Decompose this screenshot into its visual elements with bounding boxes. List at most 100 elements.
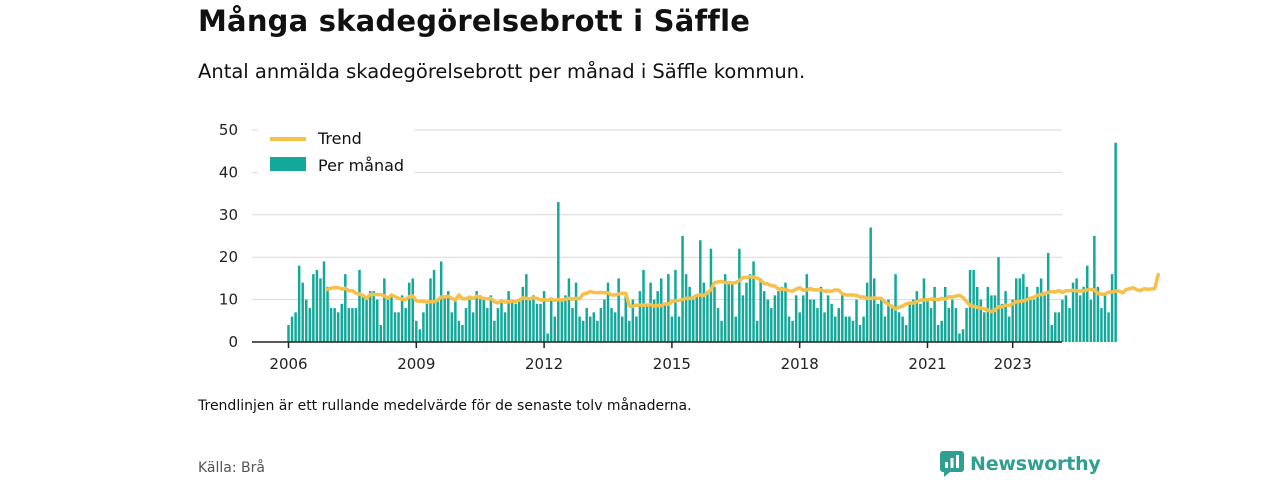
bar xyxy=(858,325,862,342)
bar xyxy=(915,291,919,342)
bar xyxy=(993,295,997,342)
bar xyxy=(951,299,954,342)
bar xyxy=(450,312,454,342)
bar xyxy=(975,286,979,342)
bar xyxy=(933,286,936,342)
bar xyxy=(912,299,915,342)
bar xyxy=(688,286,691,342)
bar xyxy=(546,333,549,342)
bar xyxy=(663,303,667,342)
bar xyxy=(457,320,461,342)
bar xyxy=(670,316,674,342)
bar xyxy=(525,274,528,342)
bar xyxy=(1110,274,1114,342)
bar xyxy=(606,282,610,342)
bar xyxy=(372,291,375,342)
bar xyxy=(613,312,617,342)
bar xyxy=(929,308,933,342)
bar xyxy=(340,303,343,342)
legend-background xyxy=(258,128,414,180)
bar xyxy=(301,282,304,342)
bar xyxy=(713,286,716,342)
bar xyxy=(674,269,677,342)
bar xyxy=(830,303,833,342)
bar xyxy=(1089,299,1093,342)
bar xyxy=(897,312,901,342)
newsworthy-logo[interactable]: Newsworthy xyxy=(940,450,1101,478)
bar xyxy=(553,316,556,342)
bar xyxy=(1086,265,1089,342)
y-tick-label: 50 xyxy=(219,121,238,139)
bar xyxy=(390,295,393,342)
x-tick-label: 2006 xyxy=(269,355,307,373)
bar xyxy=(432,269,436,342)
bar xyxy=(379,325,383,342)
bar xyxy=(755,320,759,342)
bar xyxy=(702,282,706,342)
bar xyxy=(926,299,929,342)
bar xyxy=(865,282,869,342)
bar xyxy=(947,308,951,342)
bar xyxy=(628,320,631,342)
bar xyxy=(1082,286,1085,342)
bar xyxy=(1050,325,1053,342)
bar xyxy=(489,295,493,342)
bar xyxy=(652,299,656,342)
bar xyxy=(762,291,766,342)
bar xyxy=(475,291,478,342)
bar xyxy=(486,308,489,342)
bar xyxy=(777,291,780,342)
bar xyxy=(1071,282,1075,342)
bar xyxy=(312,274,315,342)
bar xyxy=(745,282,748,342)
bar xyxy=(770,308,773,342)
x-tick-label: 2023 xyxy=(994,355,1032,373)
bar xyxy=(305,299,308,342)
bar xyxy=(940,320,943,342)
bar xyxy=(784,282,787,342)
bar xyxy=(979,299,982,342)
bar-series xyxy=(287,142,1117,342)
bar xyxy=(837,308,840,342)
bar xyxy=(535,303,539,342)
bar xyxy=(464,308,468,342)
bar xyxy=(418,329,422,342)
bar xyxy=(961,329,965,342)
bar xyxy=(514,303,517,342)
bar xyxy=(922,278,926,342)
bar xyxy=(1043,295,1046,342)
x-tick-label: 2021 xyxy=(908,355,946,373)
footnote: Trendlinjen är ett rullande medelvärde f… xyxy=(198,398,692,414)
bar xyxy=(908,303,911,342)
bar xyxy=(422,312,425,342)
bar xyxy=(326,286,329,342)
bar xyxy=(539,303,542,342)
bar xyxy=(791,320,794,342)
legend-label-trend: Trend xyxy=(317,129,362,148)
bar xyxy=(567,278,571,342)
bar xyxy=(383,278,386,342)
bar xyxy=(482,299,485,342)
bar xyxy=(766,299,769,342)
bar xyxy=(358,269,361,342)
bar xyxy=(528,299,532,342)
bar xyxy=(819,286,823,342)
bar xyxy=(532,295,535,342)
bar xyxy=(376,299,379,342)
bar xyxy=(585,308,588,342)
x-tick-label: 2018 xyxy=(781,355,819,373)
bar xyxy=(990,295,993,342)
bar xyxy=(691,299,695,342)
bar xyxy=(873,278,876,342)
bar xyxy=(603,299,606,342)
bar xyxy=(592,312,596,342)
bar xyxy=(802,295,805,342)
y-tick-label: 40 xyxy=(219,163,238,181)
legend-swatch-per-manad xyxy=(270,157,306,171)
bar xyxy=(333,308,336,342)
bar xyxy=(826,295,830,342)
bar xyxy=(862,316,865,342)
bar xyxy=(638,291,642,342)
bar xyxy=(1103,295,1107,342)
bar xyxy=(667,274,670,342)
